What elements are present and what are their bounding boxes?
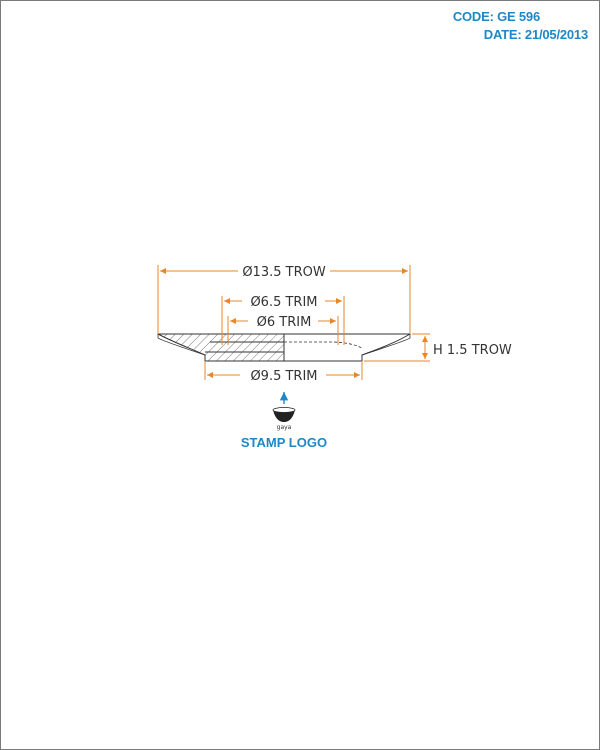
section-hatch bbox=[158, 334, 284, 361]
code-label: CODE: GE 596 bbox=[452, 9, 540, 24]
part-section bbox=[157, 333, 411, 362]
stamp-logo-text: gaya bbox=[277, 424, 292, 431]
base-diameter-label: Ø9.5 TRIM bbox=[250, 369, 317, 384]
outer-diameter-label: Ø13.5 TROW bbox=[242, 265, 326, 280]
dimension-lines bbox=[157, 265, 430, 380]
stamp-logo-label: STAMP LOGO bbox=[241, 435, 327, 450]
height-label: H 1.5 TROW bbox=[433, 343, 512, 358]
date-label: DATE: 21/05/2013 bbox=[483, 27, 588, 42]
trim-outer-label: Ø6.5 TRIM bbox=[250, 295, 317, 310]
stamp-logo-icon bbox=[272, 407, 296, 422]
trim-inner-label: Ø6 TRIM bbox=[257, 315, 312, 330]
